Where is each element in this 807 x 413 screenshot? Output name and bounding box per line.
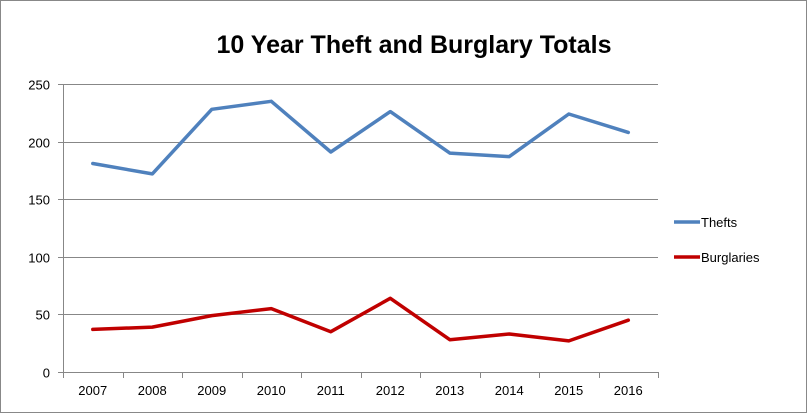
x-tick-label: 2014 bbox=[495, 383, 524, 398]
y-tick-label: 100 bbox=[28, 251, 50, 266]
y-tick-label: 250 bbox=[28, 78, 50, 93]
legend-label-thefts: Thefts bbox=[701, 215, 738, 230]
gridlines bbox=[63, 84, 658, 315]
y-tick-label: 0 bbox=[43, 366, 50, 381]
x-tick-label: 2009 bbox=[197, 383, 226, 398]
y-tick-label: 150 bbox=[28, 193, 50, 208]
series-line-thefts bbox=[91, 99, 631, 176]
x-tick-label: 2007 bbox=[78, 383, 107, 398]
x-tick-label: 2008 bbox=[138, 383, 167, 398]
series-line-burglaries bbox=[91, 296, 631, 343]
x-tick-label: 2015 bbox=[554, 383, 583, 398]
x-tick-label: 2010 bbox=[257, 383, 286, 398]
axes: 0 50 100 150 200 250 2007 2008 2009 2010 2011 2012 2… bbox=[28, 78, 659, 398]
y-tick-label: 200 bbox=[28, 136, 50, 151]
legend-label-burglaries: Burglaries bbox=[701, 250, 760, 265]
chart-title: 10 Year Theft and Burglary Totals bbox=[216, 31, 611, 59]
x-tick-label: 2016 bbox=[614, 383, 643, 398]
x-tick-label: 2011 bbox=[317, 383, 345, 398]
legend: Thefts Burglaries bbox=[674, 215, 760, 265]
y-tick-label: 50 bbox=[36, 308, 50, 323]
x-tick-label: 2012 bbox=[376, 383, 405, 398]
x-tick-label: 2013 bbox=[435, 383, 464, 398]
series-lines bbox=[91, 99, 631, 343]
